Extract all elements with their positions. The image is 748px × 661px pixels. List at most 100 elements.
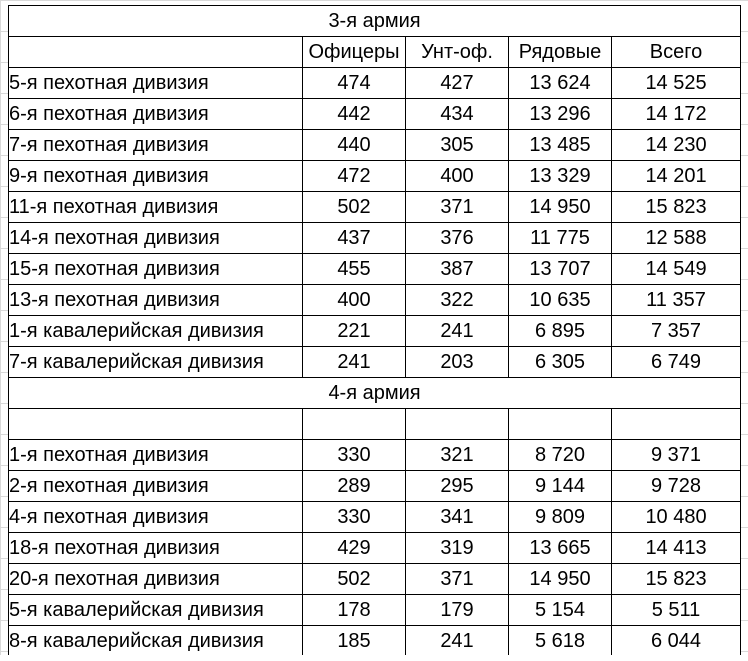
privates-cell[interactable]: 8 720 [508,439,612,471]
privates-cell[interactable]: 14 950 [508,563,612,595]
blank-cell[interactable] [8,408,303,440]
officers-cell[interactable]: 178 [302,594,406,626]
nco-cell[interactable]: 371 [405,563,509,595]
total-cell[interactable]: 5 511 [610,594,742,626]
total-cell[interactable]: 9 371 [610,439,742,471]
nco-cell[interactable]: 319 [405,532,509,564]
division-name-cell[interactable]: 5-я кавалерийская дивизия [8,594,303,626]
division-name-cell[interactable]: 7-я кавалерийская дивизия [8,346,303,378]
officers-cell[interactable]: 330 [302,439,406,471]
officers-cell[interactable]: 442 [302,98,406,130]
officers-cell[interactable]: 440 [302,129,406,161]
total-cell[interactable]: 6 749 [610,346,742,378]
officers-cell[interactable]: 241 [302,346,406,378]
division-name-cell[interactable]: 1-я кавалерийская дивизия [8,315,303,347]
privates-cell[interactable]: 13 707 [508,253,612,285]
officers-cell[interactable]: 221 [302,315,406,347]
nco-cell[interactable]: 321 [405,439,509,471]
nco-cell[interactable]: 376 [405,222,509,254]
privates-cell[interactable]: 9 809 [508,501,612,533]
nco-cell[interactable]: 341 [405,501,509,533]
header-cell-division[interactable] [8,36,303,68]
division-name-cell[interactable]: 9-я пехотная дивизия [8,160,303,192]
nco-cell[interactable]: 400 [405,160,509,192]
total-cell[interactable]: 6 044 [610,625,742,657]
officers-cell[interactable]: 289 [302,470,406,502]
total-cell[interactable]: 15 823 [610,191,742,223]
total-cell[interactable]: 14 230 [610,129,742,161]
table-row: 14-я пехотная дивизия 437 376 11 775 12 588 [8,222,742,254]
total-cell[interactable]: 9 728 [610,470,742,502]
header-cell-officers[interactable]: Офицеры [302,36,406,68]
nco-cell[interactable]: 371 [405,191,509,223]
officers-cell[interactable]: 472 [302,160,406,192]
privates-cell[interactable]: 13 485 [508,129,612,161]
division-name-cell[interactable]: 7-я пехотная дивизия [8,129,303,161]
total-cell[interactable]: 15 823 [610,563,742,595]
privates-cell[interactable]: 5 154 [508,594,612,626]
nco-cell[interactable]: 203 [405,346,509,378]
blank-cell[interactable] [302,408,406,440]
nco-cell[interactable]: 295 [405,470,509,502]
division-name-cell[interactable]: 18-я пехотная дивизия [8,532,303,564]
division-name-cell[interactable]: 1-я пехотная дивизия [8,439,303,471]
total-cell[interactable]: 14 413 [610,532,742,564]
officers-cell[interactable]: 437 [302,222,406,254]
division-name-cell[interactable]: 4-я пехотная дивизия [8,501,303,533]
nco-cell[interactable]: 427 [405,67,509,99]
army3-title[interactable]: 3-я армия [7,5,742,37]
privates-cell[interactable]: 13 296 [508,98,612,130]
blank-cell[interactable] [610,408,742,440]
total-cell[interactable]: 14 549 [610,253,742,285]
table-row: 6-я пехотная дивизия 442 434 13 296 14 172 [8,98,742,130]
privates-cell[interactable]: 11 775 [508,222,612,254]
division-name-cell[interactable]: 5-я пехотная дивизия [8,67,303,99]
officers-cell[interactable]: 330 [302,501,406,533]
officers-cell[interactable]: 400 [302,284,406,316]
nco-cell[interactable]: 241 [405,625,509,657]
officers-cell[interactable]: 455 [302,253,406,285]
division-name-cell[interactable]: 2-я пехотная дивизия [8,470,303,502]
blank-cell[interactable] [405,408,509,440]
total-cell[interactable]: 7 357 [610,315,742,347]
division-name-cell[interactable]: 6-я пехотная дивизия [8,98,303,130]
nco-cell[interactable]: 179 [405,594,509,626]
privates-cell[interactable]: 10 635 [508,284,612,316]
division-name-cell[interactable]: 13-я пехотная дивизия [8,284,303,316]
header-cell-nco[interactable]: Унт-оф. [405,36,509,68]
officers-cell[interactable]: 502 [302,191,406,223]
army4-title[interactable]: 4-я армия [7,377,742,409]
privates-cell[interactable]: 5 618 [508,625,612,657]
total-cell[interactable]: 14 525 [610,67,742,99]
officers-cell[interactable]: 185 [302,625,406,657]
header-cell-privates[interactable]: Рядовые [508,36,612,68]
total-cell[interactable]: 14 172 [610,98,742,130]
privates-cell[interactable]: 9 144 [508,470,612,502]
total-cell[interactable]: 11 357 [610,284,742,316]
division-name-cell[interactable]: 11-я пехотная дивизия [8,191,303,223]
nco-cell[interactable]: 241 [405,315,509,347]
nco-cell[interactable]: 434 [405,98,509,130]
privates-cell[interactable]: 13 329 [508,160,612,192]
division-name-cell[interactable]: 8-я кавалерийская дивизия [8,625,303,657]
officers-cell[interactable]: 474 [302,67,406,99]
privates-cell[interactable]: 6 305 [508,346,612,378]
division-name-cell[interactable]: 15-я пехотная дивизия [8,253,303,285]
division-name-cell[interactable]: 20-я пехотная дивизия [8,563,303,595]
officers-cell[interactable]: 429 [302,532,406,564]
privates-cell[interactable]: 14 950 [508,191,612,223]
division-name-cell[interactable]: 14-я пехотная дивизия [8,222,303,254]
total-cell[interactable]: 10 480 [610,501,742,533]
nco-cell[interactable]: 387 [405,253,509,285]
officers-cell[interactable]: 502 [302,563,406,595]
nco-cell[interactable]: 305 [405,129,509,161]
header-cell-total[interactable]: Всего [610,36,742,68]
table-row: 8-я кавалерийская дивизия 185 241 5 618 6 04… [8,625,742,657]
blank-cell[interactable] [508,408,612,440]
nco-cell[interactable]: 322 [405,284,509,316]
total-cell[interactable]: 12 588 [610,222,742,254]
privates-cell[interactable]: 13 665 [508,532,612,564]
privates-cell[interactable]: 6 895 [508,315,612,347]
privates-cell[interactable]: 13 624 [508,67,612,99]
total-cell[interactable]: 14 201 [610,160,742,192]
